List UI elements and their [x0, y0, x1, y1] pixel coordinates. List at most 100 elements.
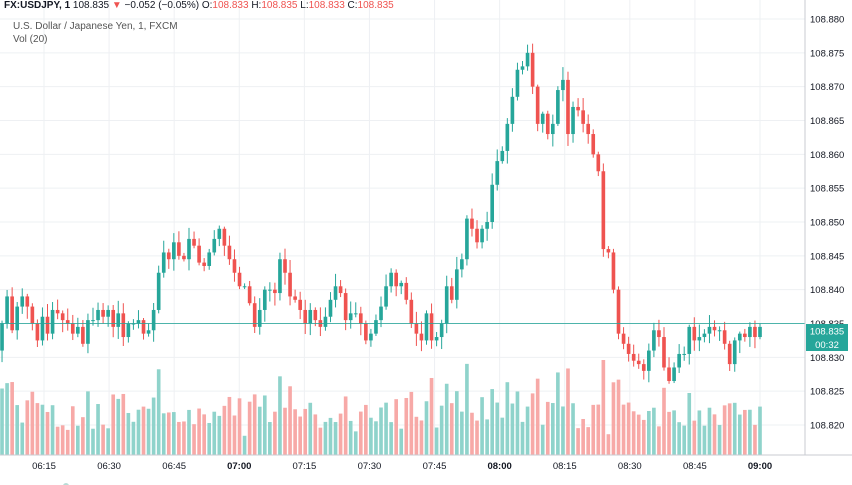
- volume-bar: [535, 378, 540, 455]
- volume-bar: [106, 428, 110, 455]
- volume-bar: [500, 417, 505, 455]
- volume-bar: [379, 407, 383, 455]
- volume-bar: [480, 397, 484, 455]
- price-tick-label: 108.830: [810, 353, 844, 364]
- price-tick-label: 108.860: [810, 150, 844, 161]
- volume-bar: [96, 404, 100, 455]
- candle-body: [197, 245, 201, 263]
- candle-body: [697, 337, 702, 341]
- symbol-legend: FX:USDJPY, 1 108.835 ▼ −0.052 (−0.05%) O…: [4, 0, 394, 14]
- volume-bar: [510, 403, 515, 455]
- candle-body: [40, 316, 45, 341]
- volume-bar: [151, 397, 156, 455]
- volume-bar: [667, 411, 671, 455]
- candle-body: [657, 330, 661, 338]
- price-axis[interactable]: 108.880 108.875 108.870 108.865 108.860 108.8…: [810, 15, 844, 432]
- candle-body: [293, 296, 297, 300]
- candle-body: [106, 309, 110, 317]
- close-value: 108.835: [357, 0, 394, 11]
- candle-body: [268, 289, 272, 291]
- volume-bar: [35, 403, 40, 455]
- candle-body: [338, 286, 343, 294]
- candle-body: [364, 323, 368, 341]
- volume-bar: [596, 404, 601, 455]
- candle-body: [30, 306, 35, 324]
- candle-body: [262, 289, 267, 310]
- volume-indicator-label[interactable]: Vol (20): [13, 34, 48, 45]
- volume-bar: [737, 414, 742, 455]
- time-axis[interactable]: 06:15 06:30 06:45 07:00 07:15 07:30 07:45 08:00…: [32, 461, 772, 472]
- volume-bar: [45, 411, 50, 455]
- price-tick-label: 108.865: [810, 116, 844, 127]
- volume-bar: [166, 412, 171, 455]
- time-tick-label: 08:00: [487, 461, 511, 472]
- candle-body: [545, 113, 550, 135]
- candle-body: [379, 306, 383, 321]
- candle-body: [611, 252, 616, 290]
- volume-bar: [232, 415, 237, 455]
- price-tick-label: 108.850: [810, 218, 844, 229]
- candle-body: [212, 238, 217, 253]
- candle-body: [374, 320, 378, 334]
- volume-bars: [0, 360, 762, 455]
- volume-bar: [318, 427, 323, 455]
- down-arrow-icon: ▼: [111, 0, 122, 11]
- volume-bar: [404, 397, 409, 455]
- volume-bar: [121, 393, 126, 455]
- time-tick-label: 07:15: [292, 461, 316, 472]
- volume-bar: [141, 406, 146, 455]
- symbol-name[interactable]: FX:USDJPY, 1: [4, 0, 71, 11]
- volume-bar: [616, 379, 621, 455]
- volume-bar: [60, 425, 65, 455]
- time-tick-label: 06:45: [162, 461, 186, 472]
- volume-bar: [465, 363, 469, 455]
- candle-body: [81, 326, 85, 344]
- volume-bar: [712, 414, 717, 455]
- volume-bar: [692, 420, 697, 455]
- volume-bar: [15, 405, 20, 455]
- candle-body: [444, 286, 449, 324]
- volume-bar: [743, 409, 747, 455]
- volume-bar: [328, 417, 333, 455]
- candle-body: [667, 367, 671, 382]
- volume-bar: [490, 389, 495, 455]
- candle-body: [722, 330, 727, 344]
- candle-body: [692, 326, 697, 341]
- candle-body: [485, 222, 489, 229]
- high-label: H:: [251, 0, 262, 11]
- candle-body: [530, 52, 535, 87]
- candle-body: [65, 320, 70, 324]
- time-tick-label: 07:30: [358, 461, 382, 472]
- candle-body: [586, 123, 591, 135]
- candle-body: [187, 238, 191, 260]
- price-tick-label: 108.870: [810, 82, 844, 93]
- candle-body: [369, 333, 373, 341]
- candle-body: [35, 323, 40, 341]
- volume-bar: [40, 404, 45, 455]
- candle-body: [182, 255, 186, 260]
- candle-body: [510, 96, 515, 124]
- candle-body: [161, 252, 166, 273]
- volume-bar: [86, 391, 90, 455]
- candle-body: [601, 171, 606, 250]
- volume-bar: [636, 414, 641, 455]
- volume-bar: [131, 421, 136, 455]
- chart-grid: [0, 0, 805, 455]
- volume-bar: [0, 388, 4, 455]
- candle-body: [707, 326, 712, 334]
- candle-body: [626, 343, 631, 354]
- candle-body: [308, 309, 313, 324]
- candle-body: [712, 326, 717, 331]
- candle-body: [91, 320, 95, 322]
- volume-bar: [202, 414, 206, 455]
- candle-body: [465, 218, 469, 260]
- candle-body: [596, 154, 601, 172]
- time-tick-label: 09:00: [748, 461, 772, 472]
- volume-bar: [262, 395, 267, 455]
- countdown-tag-text: 00:32: [815, 340, 839, 351]
- candle-body: [571, 106, 575, 135]
- price-tick-label: 108.820: [810, 421, 844, 432]
- volume-bar: [460, 411, 464, 455]
- candle-body: [288, 272, 292, 297]
